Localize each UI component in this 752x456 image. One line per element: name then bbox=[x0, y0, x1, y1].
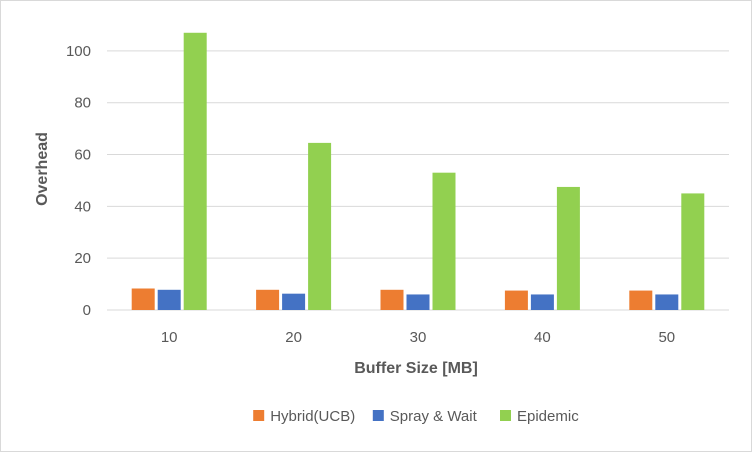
bar bbox=[131, 288, 155, 310]
bar bbox=[556, 186, 580, 310]
y-axis-ticks: 0 20 40 60 80 100 bbox=[66, 43, 91, 319]
y-tick-label: 60 bbox=[74, 147, 91, 164]
x-tick-label: 20 bbox=[285, 329, 302, 346]
bars bbox=[131, 32, 705, 310]
legend: Hybrid(UCB) Spray & Wait Epidemic bbox=[253, 408, 579, 425]
x-tick-label: 10 bbox=[161, 329, 178, 346]
legend-swatch bbox=[372, 410, 384, 421]
legend-swatch bbox=[253, 410, 265, 421]
x-axis-ticks: 10 20 30 40 50 bbox=[161, 329, 675, 346]
legend-item: Hybrid(UCB) bbox=[253, 408, 355, 425]
bar bbox=[282, 293, 306, 310]
bar bbox=[256, 289, 280, 310]
x-tick-label: 30 bbox=[410, 329, 427, 346]
y-axis-title: Overhead bbox=[34, 132, 51, 206]
x-tick-label: 50 bbox=[658, 329, 675, 346]
bar bbox=[432, 172, 456, 310]
bar bbox=[157, 289, 181, 310]
bar bbox=[629, 290, 653, 310]
x-axis-title: Buffer Size [MB] bbox=[354, 360, 478, 377]
y-tick-label: 20 bbox=[74, 250, 91, 267]
bar bbox=[655, 294, 679, 310]
legend-label: Epidemic bbox=[517, 408, 579, 425]
y-tick-label: 0 bbox=[83, 302, 91, 319]
bar bbox=[308, 142, 332, 310]
y-tick-label: 40 bbox=[74, 198, 91, 215]
legend-label: Hybrid(UCB) bbox=[270, 408, 355, 425]
bar bbox=[530, 294, 554, 310]
bar bbox=[406, 294, 430, 310]
gridlines bbox=[107, 50, 729, 311]
bar bbox=[183, 32, 207, 310]
bar bbox=[504, 290, 528, 310]
legend-swatch bbox=[500, 410, 511, 421]
legend-item: Spray & Wait bbox=[372, 408, 478, 425]
y-tick-label: 80 bbox=[74, 95, 91, 112]
y-tick-label: 100 bbox=[66, 43, 91, 60]
legend-item: Epidemic bbox=[500, 408, 579, 425]
legend-label: Spray & Wait bbox=[390, 408, 478, 425]
bar bbox=[681, 193, 705, 310]
bar bbox=[380, 289, 404, 310]
x-tick-label: 40 bbox=[534, 329, 551, 346]
